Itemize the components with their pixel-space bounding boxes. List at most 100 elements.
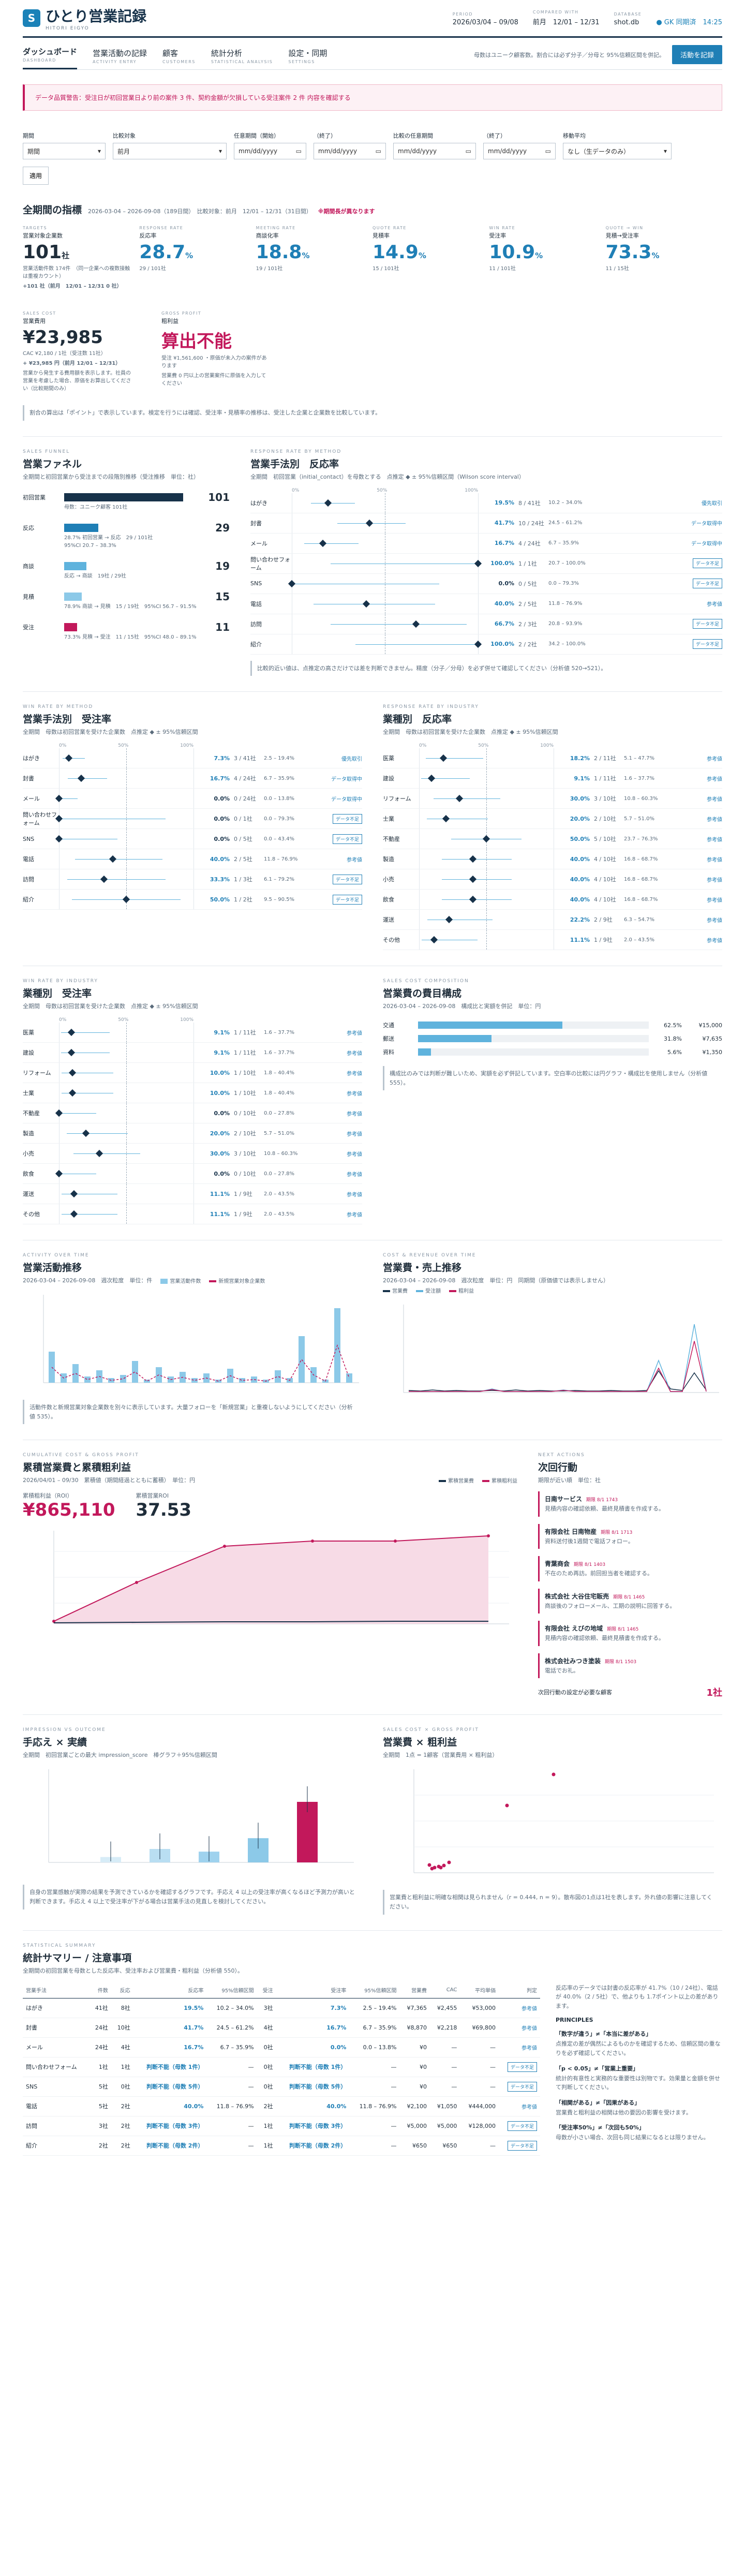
principle-title: 「数字が違う」≠「本当に差がある」 <box>556 2031 652 2038</box>
summary-tag[interactable]: データ不足 <box>507 2121 537 2131</box>
forest-pct: 40.0% <box>193 849 230 870</box>
next-action-item[interactable]: 株式会社みつき塗装 期限 8/1 1503 電話でお礼。 <box>538 1653 722 1679</box>
filter-label: （終了） <box>483 132 506 139</box>
reference-tag: 参考値 <box>347 1091 362 1097</box>
kpi-value: 101社 <box>23 242 131 263</box>
filter-label: 比較対象 <box>113 132 136 139</box>
forest-label: リフォーム <box>383 788 419 809</box>
kpi-detail: 15 / 101社 <box>372 266 399 272</box>
cost-trend-panel: COST & REVENUE OVER TIME 営業費・売上推移 2026-0… <box>383 1253 722 1424</box>
forest-label: 医薬 <box>23 1023 59 1043</box>
ci-bar <box>59 1083 194 1103</box>
forest-row: はがき 7.3% 3 / 41社 2.5 – 19.4% 優先取引 <box>23 748 362 769</box>
data-shortage-button[interactable]: データ不足 <box>692 558 722 569</box>
filter-6: 移動平均 なし（生データのみ） ▾ <box>563 131 672 159</box>
filter-input[interactable]: mm/dd/yyyy ▭ <box>393 143 476 159</box>
summary-cell: 24社 <box>89 2018 111 2038</box>
filter-input[interactable]: 期間 ▾ <box>23 143 106 159</box>
summary-cell: 6.7 – 35.9% <box>206 2037 257 2057</box>
next-action-item[interactable]: 青葉商会 期限 8/1 1403 不在のため再訪。前回担当者を確認する。 <box>538 1556 722 1581</box>
apply-filter-button[interactable]: 適用 <box>23 167 49 185</box>
summary-cell: 2社 <box>111 2116 133 2136</box>
filter-input[interactable]: なし（生データのみ） ▾ <box>563 143 672 159</box>
data-shortage-button[interactable]: データ不足 <box>692 639 722 649</box>
filter-input[interactable]: mm/dd/yyyy ▭ <box>314 143 386 159</box>
ci-bar <box>59 768 194 789</box>
summary-tag[interactable]: データ不足 <box>507 2062 537 2072</box>
reference-tag: 参考値 <box>347 1172 362 1178</box>
data-shortage-button[interactable]: データ不足 <box>332 834 362 844</box>
next-action-company: 青葉商会 <box>545 1560 570 1568</box>
data-quality-alert[interactable]: データ品質警告：受注日が初回営業日より前の案件 3 件、契約金額が欠損している受… <box>23 84 722 111</box>
summary-cell: 24社 <box>89 2037 111 2057</box>
axis-tick: 100% <box>180 1017 193 1023</box>
forest-pct: 40.0% <box>554 869 590 890</box>
reference-tag: 参考値 <box>347 1131 362 1137</box>
summary-cell: 40.0% <box>276 2096 350 2116</box>
brand[interactable]: S ひとり営業記録 HITORI EIGYO <box>23 5 146 31</box>
nav-settings[interactable]: 設定・同期 SETTINGS <box>288 49 327 64</box>
nav-activity-entry[interactable]: 営業活動の記録 ACTIVITY ENTRY <box>93 49 147 64</box>
panel-subtitle: 全期間 母数は初回営業を受けた企業数 点推定 ◆ ± 95%信頼区間 <box>23 729 198 736</box>
next-action-item[interactable]: 株式会社 大谷住宅販売 期限 8/1 1465 商談後のフォローメール、工期の説明に… <box>538 1588 722 1614</box>
data-shortage-button[interactable]: データ不足 <box>332 894 362 905</box>
summary-cell: 2社 <box>111 2096 133 2116</box>
next-action-item[interactable]: 日南サービス 期限 8/1 1743 見積内容の確認依頼、最終見積書を作成する。 <box>538 1491 722 1517</box>
cost-row: 郵送 31.8% ¥7,635 <box>383 1032 722 1045</box>
forest-pct: 66.7% <box>478 614 514 634</box>
axis-tick: 0% <box>59 1017 67 1023</box>
forest-row: 問い合わせフォーム 0.0% 0 / 1社 0.0 – 79.3% データ不足 <box>23 808 362 830</box>
data-shortage-button[interactable]: データ不足 <box>332 874 362 884</box>
forest-count: 1 / 9社 <box>230 1204 264 1225</box>
cost-composition-panel: SALES COST COMPOSITION 営業費の費目構成 2026-03-… <box>383 979 722 1224</box>
cost-amount: ¥15,000 <box>698 1021 723 1029</box>
table-row: 問い合わせフォーム 1社 1社 判断不能（母数 1件） —0社 判断不能（母数 1件） — ¥… <box>23 2057 540 2077</box>
summary-cell: — <box>349 2057 400 2077</box>
nav-statistics[interactable]: 統計分析 STATISTICAL ANALYSIS <box>211 49 273 64</box>
funnel-value: 19 <box>215 559 230 572</box>
summary-tag[interactable]: データ不足 <box>507 2140 537 2151</box>
data-shortage-button[interactable]: データ不足 <box>692 579 722 589</box>
forest-row: 小売 40.0% 4 / 10社 16.8 – 68.7% 参考値 <box>383 869 722 890</box>
forest-row: 士業 20.0% 2 / 10社 5.7 – 51.0% 参考値 <box>383 808 722 830</box>
next-action-item[interactable]: 有限会社 えびの地域 期限 8/1 1465 見積内容の確認依頼、最終見積書を作成す… <box>538 1621 722 1646</box>
nav-dashboard[interactable]: ダッシュボード DASHBOARD <box>23 46 78 69</box>
forest-label: 製造 <box>383 849 419 870</box>
summary-cell: 5社 <box>89 2077 111 2097</box>
cost-bar <box>418 1021 562 1029</box>
forest-label: その他 <box>383 929 419 951</box>
next-action-due: 期限 8/1 1403 <box>574 1562 606 1568</box>
main-nav: ダッシュボード DASHBOARD 営業活動の記録 ACTIVITY ENTRY 顧… <box>23 38 722 70</box>
ci-bar <box>419 930 554 950</box>
reference-tag: 参考値 <box>707 857 722 863</box>
forest-label: 訪問 <box>250 614 292 634</box>
filter-input[interactable]: mm/dd/yyyy ▭ <box>234 143 306 159</box>
kpi-label: 見積→受注率 <box>605 232 639 239</box>
next-action-item[interactable]: 有限会社 日南物産 期限 8/1 1713 資料送付後1週間で電話フォロー。 <box>538 1523 722 1549</box>
next-action-company: 日南サービス <box>545 1496 583 1503</box>
point-estimate <box>366 519 374 527</box>
panel-note: 比較的近い値は、点推定の高さだけでは差を判断できません。精度（分子／分母）を必ず… <box>250 660 722 676</box>
kpi-detail: 営業活動件数 174件 （同一企業への複数接触は重複カウント） <box>23 266 130 279</box>
axis-tick: 100% <box>465 487 478 493</box>
ci-bar <box>59 1063 194 1083</box>
ci-line <box>441 899 512 900</box>
nav-customers[interactable]: 顧客 CUSTOMERS <box>162 49 196 64</box>
filter-input[interactable]: 前月 ▾ <box>113 143 227 159</box>
filter-input[interactable]: mm/dd/yyyy ▭ <box>483 143 556 159</box>
ci-bar <box>55 1164 194 1184</box>
filter-label: 期間 <box>23 132 34 139</box>
summary-cell: 7.3% <box>276 1998 350 2018</box>
cost-label: 交通 <box>383 1022 394 1029</box>
summary-tag[interactable]: データ不足 <box>507 2081 537 2092</box>
data-shortage-button[interactable]: データ不足 <box>692 619 722 629</box>
forest-label: 医薬 <box>383 748 419 769</box>
record-activity-button[interactable]: 活動を記録 <box>672 45 722 64</box>
data-shortage-button[interactable]: データ不足 <box>332 813 362 824</box>
summary-header: 件数 <box>89 1981 111 1998</box>
ci-line <box>330 624 467 625</box>
filter-value: mm/dd/yyyy <box>318 147 357 155</box>
kpi-value: 28.7% <box>139 242 247 263</box>
kpi-unit: % <box>535 251 543 260</box>
summary-cell: 16.7% <box>133 2037 207 2057</box>
